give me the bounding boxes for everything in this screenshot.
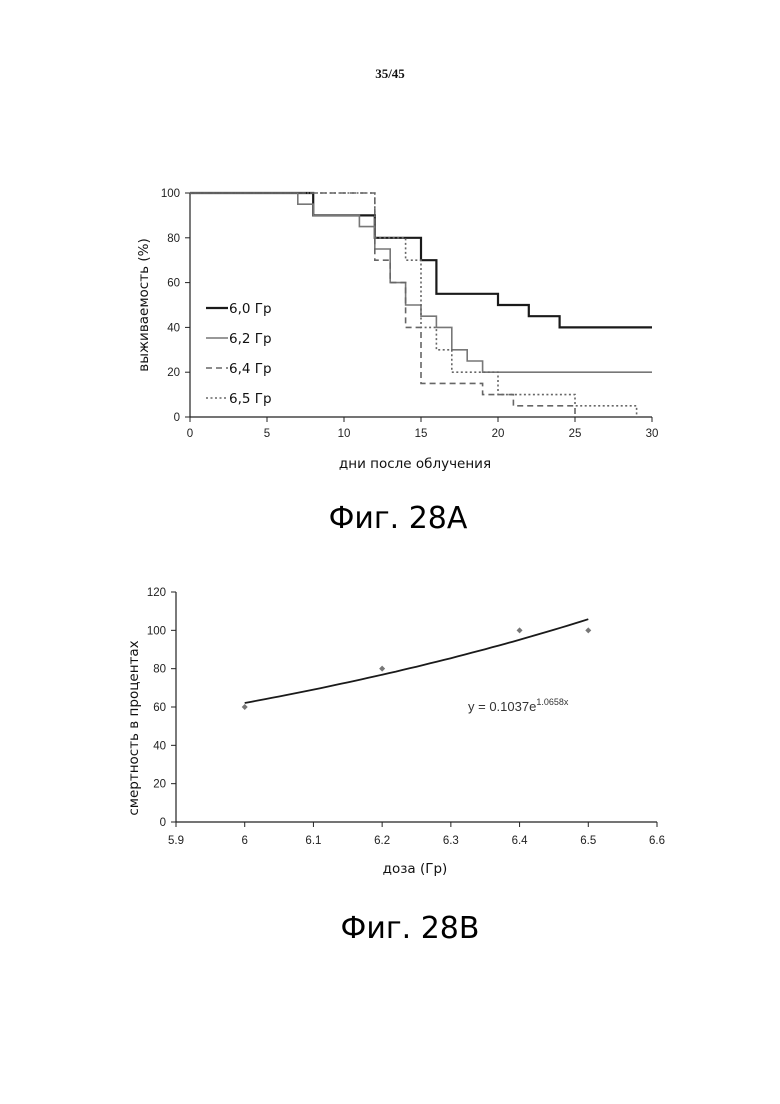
mortality-y-tick-label: 0 xyxy=(160,817,166,829)
mortality-y-tick-label: 20 xyxy=(153,779,166,791)
survival-x-tick-label: 5 xyxy=(264,428,270,440)
mortality-y-tick-label: 80 xyxy=(153,664,166,676)
trendline-equation: y = 0.1037e1.0658x xyxy=(468,697,569,714)
figure-28b-caption: Фиг. 28B xyxy=(341,911,480,946)
survival-y-axis-label: выживаемость (%) xyxy=(136,238,152,371)
survival-y-tick-label: 40 xyxy=(167,322,180,334)
mortality-y-tick-label: 120 xyxy=(147,587,166,599)
survival-x-tick-label: 10 xyxy=(338,428,351,440)
mortality-x-tick-label: 6.2 xyxy=(374,835,390,847)
survival-x-tick-label: 20 xyxy=(492,428,505,440)
mortality-chart-axes: 5.9 6 6.1 6.2 6.3 6.4 6.5 6.6 0 20 40 60 80 100 120 xyxy=(147,587,665,847)
survival-x-tick-label: 15 xyxy=(415,428,428,440)
mortality-x-tick-label: 6.1 xyxy=(305,835,321,847)
mortality-x-axis-label: доза (Гр) xyxy=(383,861,448,877)
mortality-x-tick-label: 6 xyxy=(242,835,248,847)
trendline-equation-base: y = 0.1037e xyxy=(468,699,536,714)
mortality-data-point xyxy=(517,627,523,633)
mortality-x-tick-label: 6.3 xyxy=(443,835,459,847)
survival-x-tick-label: 25 xyxy=(569,428,582,440)
mortality-x-tick-label: 5.9 xyxy=(168,835,184,847)
legend-label: 6,2 Гр xyxy=(229,331,272,347)
mortality-points xyxy=(242,627,592,710)
survival-y-tick-label: 0 xyxy=(174,412,180,424)
legend-label: 6,5 Гр xyxy=(229,391,272,407)
mortality-data-point xyxy=(585,627,591,633)
survival-y-tick-label: 60 xyxy=(167,278,180,290)
survival-x-tick-label: 30 xyxy=(646,428,659,440)
mortality-x-tick-label: 6.5 xyxy=(580,835,596,847)
mortality-y-tick-label: 40 xyxy=(153,740,166,752)
survival-y-tick-label: 20 xyxy=(167,367,180,379)
mortality-x-tick-label: 6.6 xyxy=(649,835,665,847)
mortality-data-point xyxy=(379,666,385,672)
mortality-data-point xyxy=(242,704,248,710)
trendline-equation-exponent: 1.0658x xyxy=(536,697,569,707)
survival-chart: 0 5 10 15 20 25 30 0 20 40 60 80 100 6,0 Гр 6,2 Гр 6,4… xyxy=(0,0,780,540)
survival-x-tick-label: 0 xyxy=(187,428,193,440)
legend-label: 6,0 Гр xyxy=(229,301,272,317)
mortality-trendline-group xyxy=(245,619,589,703)
mortality-trendline xyxy=(245,619,589,703)
mortality-y-axis-label: смертность в процентах xyxy=(126,640,142,815)
mortality-y-tick-label: 60 xyxy=(153,702,166,714)
mortality-x-tick-label: 6.4 xyxy=(512,835,529,847)
survival-x-axis-label: дни после облучения xyxy=(339,456,491,472)
mortality-y-tick-label: 100 xyxy=(147,625,166,637)
survival-chart-legend: 6,0 Гр 6,2 Гр 6,4 Гр 6,5 Гр xyxy=(206,301,272,407)
survival-y-tick-label: 100 xyxy=(161,188,180,200)
survival-y-tick-label: 80 xyxy=(167,233,180,245)
legend-label: 6,4 Гр xyxy=(229,361,272,377)
figure-28a-caption: Фиг. 28A xyxy=(329,501,468,536)
